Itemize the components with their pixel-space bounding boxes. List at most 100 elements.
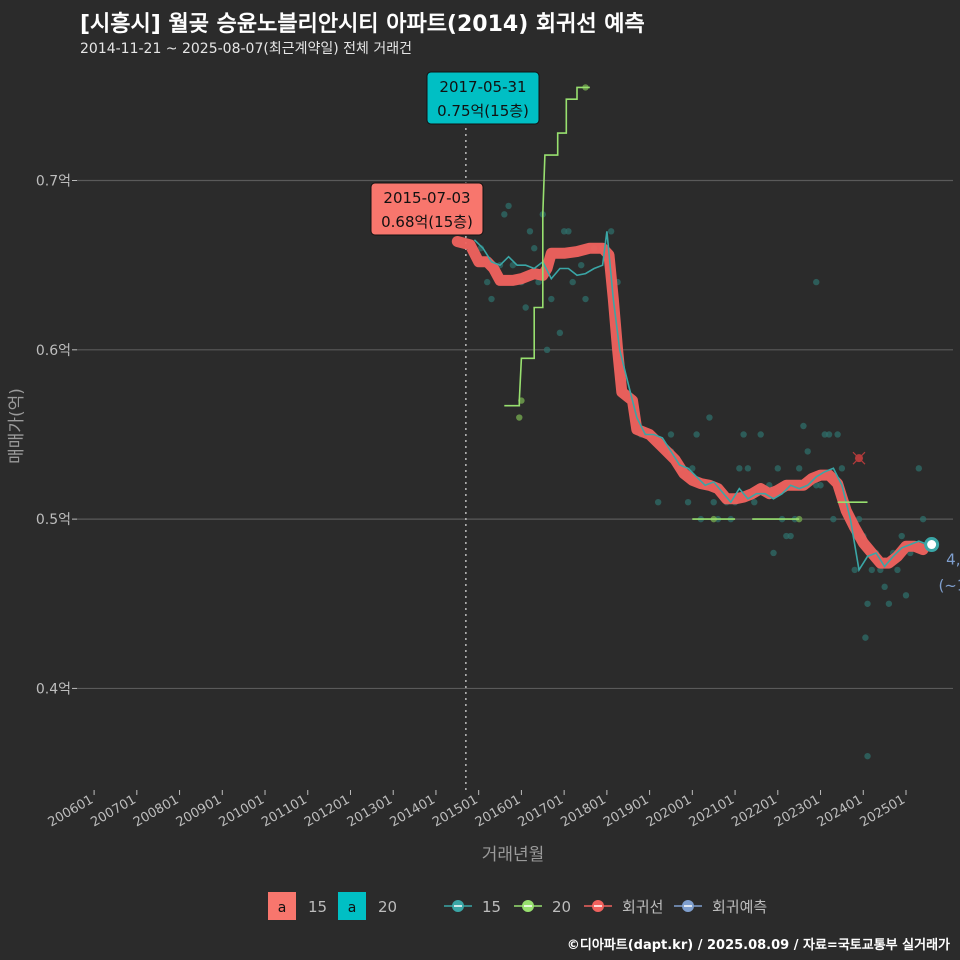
point-20 — [516, 414, 523, 421]
point-15 — [770, 549, 777, 557]
highlight-cross — [852, 451, 866, 465]
forecast-point — [924, 537, 940, 553]
legend-label: 20 — [552, 898, 571, 916]
point-15 — [565, 228, 572, 235]
point-15 — [607, 228, 615, 235]
point-15 — [813, 278, 820, 286]
point-15 — [740, 431, 747, 438]
point-15 — [693, 431, 700, 438]
x-tick-label: 201001 — [217, 792, 267, 830]
point-15 — [654, 498, 662, 506]
point-15 — [830, 515, 837, 523]
y-tick-label: 0.6억 — [36, 343, 71, 359]
point-15 — [484, 278, 491, 286]
point-15 — [864, 600, 871, 607]
x-tick-label: 201501 — [430, 792, 480, 830]
x-tick-label: 202101 — [687, 792, 737, 830]
y-tick-label: 0.4억 — [36, 681, 71, 697]
point-15 — [684, 498, 692, 506]
legend-label: 15 — [308, 898, 327, 916]
legend-swatch-key: a — [278, 900, 287, 916]
x-tick-label: 200601 — [46, 792, 96, 830]
x-tick-label: 201801 — [558, 792, 608, 830]
x-tick-label: 201601 — [473, 792, 523, 830]
x-tick-label: 202201 — [729, 792, 779, 830]
y-axis-title: 매매가(억) — [7, 388, 27, 464]
annotation-2: 2017-05-31 0.75억(15층) — [426, 71, 540, 125]
point-15 — [757, 431, 764, 438]
point-15 — [851, 566, 858, 574]
legend-label: 회귀선 — [622, 898, 663, 916]
legend-label: 15 — [482, 898, 501, 916]
point-15 — [751, 498, 758, 506]
point-15 — [531, 245, 538, 252]
legend: a 15 a 20 15 20 회귀선 회귀예측 — [268, 892, 767, 920]
point-15 — [862, 634, 869, 641]
annotation-value: 0.75억(15층) — [437, 102, 529, 120]
point-15 — [505, 202, 512, 210]
point-15 — [915, 465, 923, 472]
point-15 — [543, 346, 551, 354]
annotation-date: 2015-07-03 — [383, 189, 470, 207]
chart-subtitle: 2014-11-21 ~ 2025-08-07(최근계약일) 전체 거래건 — [80, 41, 412, 57]
x-tick-label: 202401 — [815, 792, 865, 830]
point-15 — [825, 431, 833, 438]
point-15 — [774, 465, 781, 472]
legend-label: 20 — [378, 898, 397, 916]
point-15 — [795, 465, 803, 472]
forecast-count-label: 4,844 — [946, 551, 960, 569]
x-tick-label: 202001 — [644, 792, 694, 830]
series-line-20 — [504, 86, 590, 407]
x-tick-label: 201201 — [302, 792, 352, 830]
x-tick-label: 200901 — [174, 792, 224, 830]
point-15 — [706, 414, 713, 421]
point-15 — [894, 566, 901, 574]
legend-swatch-15 — [268, 892, 296, 920]
legend-swatch-20 — [338, 892, 366, 920]
annotation-date: 2017-05-31 — [439, 78, 526, 96]
x-axis-title: 거래년월 — [482, 845, 545, 865]
point-15 — [667, 431, 675, 438]
legend-label: 회귀예측 — [712, 898, 767, 916]
chart-title: [시흥시] 월곶 승윤노블리안시티 아파트(2014) 회귀선 예측 — [80, 12, 645, 37]
point-15 — [569, 278, 576, 286]
series-line-15 — [473, 231, 928, 573]
point-15 — [919, 515, 927, 523]
point-15 — [804, 448, 811, 455]
forecast-area-label: (~15㎡) — [938, 577, 960, 595]
annotation-1: 2015-07-03 0.68억(15층) — [370, 182, 484, 236]
point-15 — [535, 278, 542, 286]
x-tick-label: 200801 — [131, 792, 181, 830]
x-tick-label: 201901 — [601, 792, 651, 830]
point-15 — [522, 304, 529, 311]
point-15 — [526, 228, 534, 235]
legend-swatch-key: a — [348, 900, 357, 916]
x-tick-label: 202301 — [772, 792, 822, 830]
point-15 — [864, 752, 871, 760]
point-15 — [548, 295, 555, 303]
source-caption: ©디아파트(dapt.kr) / 2025.08.09 / 자료=국토교통부 실… — [566, 938, 950, 953]
point-15 — [488, 295, 495, 303]
x-tick-label: 201101 — [259, 792, 309, 830]
point-15 — [902, 592, 910, 599]
point-15 — [898, 532, 905, 540]
annotation-value: 0.68억(15층) — [381, 213, 473, 231]
point-15 — [881, 583, 888, 591]
x-tick-label: 200701 — [88, 792, 138, 830]
y-tick-label: 0.5억 — [36, 512, 71, 528]
point-15 — [834, 431, 841, 438]
point-15 — [885, 600, 893, 607]
point-15 — [817, 482, 824, 489]
point-15 — [787, 532, 794, 540]
annotation-box — [426, 71, 540, 125]
point-15 — [556, 329, 564, 337]
x-tick-label: 201301 — [345, 792, 395, 830]
point-15 — [578, 261, 585, 269]
y-tick-label: 0.7억 — [36, 174, 71, 190]
point-15 — [710, 498, 717, 506]
annotation-box — [370, 182, 484, 236]
x-tick-label: 202501 — [858, 792, 908, 830]
point-15 — [868, 566, 876, 574]
x-tick-label: 201701 — [516, 792, 566, 830]
